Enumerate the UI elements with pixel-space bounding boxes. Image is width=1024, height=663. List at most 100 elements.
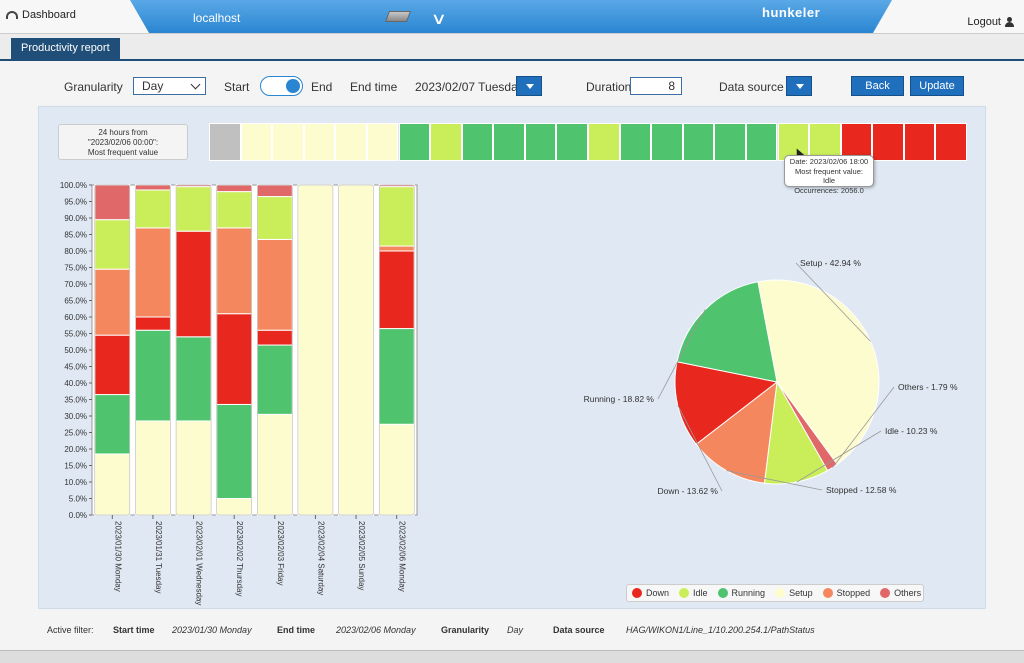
timeline-cell[interactable] xyxy=(556,123,588,161)
back-button[interactable]: Back xyxy=(851,76,904,96)
bar-segment[interactable] xyxy=(256,413,293,516)
bar-segment[interactable] xyxy=(256,196,293,240)
y-tick-label: 65.0% xyxy=(64,297,87,306)
start-end-toggle[interactable] xyxy=(260,76,303,96)
x-tick-label: 2023/01/31 Tuesday xyxy=(154,521,163,594)
gauge-icon xyxy=(6,11,18,19)
bar-segment[interactable] xyxy=(216,184,253,193)
tab-productivity-report[interactable]: Productivity report xyxy=(11,38,120,59)
bar-segment[interactable] xyxy=(378,250,415,330)
timeline-cell[interactable] xyxy=(714,123,746,161)
panel-toggle-icon[interactable] xyxy=(384,11,412,22)
logout-button[interactable]: Logout xyxy=(967,16,1014,28)
bar-segment[interactable] xyxy=(256,329,293,346)
legend-item[interactable]: Others xyxy=(880,588,921,598)
end-time-dropdown-button[interactable] xyxy=(516,76,542,96)
stacked-bar-chart: 0.0% 5.0% 10.0% 15.0% 20.0% 25.0% 30.0% 35.0% 40… xyxy=(60,181,418,605)
bar-segment[interactable] xyxy=(338,184,375,516)
bar-segment[interactable] xyxy=(134,420,171,516)
bar-segment[interactable] xyxy=(216,227,253,315)
x-tick-label: 2023/02/06 Monday xyxy=(398,521,407,592)
timeline-cell[interactable] xyxy=(430,123,462,161)
dashboard-tab[interactable]: Dashboard xyxy=(6,9,76,21)
timeline-cell[interactable] xyxy=(240,123,273,161)
bar-segment[interactable] xyxy=(216,403,253,499)
duration-label: Duration xyxy=(586,80,632,94)
pie-label: Others - 1.79 % xyxy=(898,382,958,392)
bar-segment[interactable] xyxy=(175,420,212,516)
y-tick-label: 30.0% xyxy=(64,412,87,421)
dashboard-label: Dashboard xyxy=(22,9,76,21)
bar-segment[interactable] xyxy=(256,238,293,331)
timeline-cell[interactable] xyxy=(461,123,494,161)
update-button[interactable]: Update xyxy=(910,76,964,96)
timeline-cell[interactable] xyxy=(303,123,336,161)
granularity-value: Day xyxy=(142,79,164,93)
x-tick-label: 2023/02/04 Saturday xyxy=(316,521,325,595)
legend-item[interactable]: Stopped xyxy=(822,588,870,598)
end-label: End xyxy=(311,80,333,94)
timeline-cell[interactable] xyxy=(745,123,778,161)
bar-segment[interactable] xyxy=(94,184,131,221)
bar-segment[interactable] xyxy=(378,186,415,247)
bar-segment[interactable] xyxy=(256,344,293,415)
bar-segment[interactable] xyxy=(216,498,253,516)
y-tick-label: 20.0% xyxy=(64,445,87,454)
pie-slice[interactable] xyxy=(695,380,778,484)
pie-label: Down - 13.62 % xyxy=(658,486,719,496)
legend-dot xyxy=(822,588,833,598)
bar-segment[interactable] xyxy=(94,268,131,336)
timeline-cell[interactable] xyxy=(335,123,367,161)
legend-item[interactable]: Setup xyxy=(775,588,813,598)
timeline-cell[interactable] xyxy=(682,123,715,161)
bar-segment[interactable] xyxy=(94,334,131,396)
bar-segment[interactable] xyxy=(256,184,293,198)
bar-segment[interactable] xyxy=(378,245,415,252)
footer-data-source-label: Data source xyxy=(553,625,605,635)
bar-segment[interactable] xyxy=(175,336,212,422)
granularity-select[interactable]: Day xyxy=(133,77,206,95)
timeline-cell[interactable] xyxy=(619,123,652,161)
bar-segment[interactable] xyxy=(134,184,171,191)
bar-segment[interactable] xyxy=(94,219,131,270)
info-line-1: 24 hours from xyxy=(98,128,148,137)
bar-segment[interactable] xyxy=(378,328,415,425)
chevron-down-icon[interactable]: ∨ xyxy=(430,11,448,28)
timeline-cell[interactable] xyxy=(651,123,683,161)
timeline-cell[interactable] xyxy=(588,123,620,161)
bar-segment[interactable] xyxy=(175,230,212,338)
timeline-cell[interactable] xyxy=(524,123,557,161)
brand-logo: hunkeler xyxy=(762,5,821,20)
timeline-cell[interactable] xyxy=(777,123,810,161)
timeline-cell[interactable] xyxy=(935,123,967,161)
bar-segment[interactable] xyxy=(134,189,171,229)
legend-item[interactable]: Running xyxy=(717,588,765,598)
bar-segment[interactable] xyxy=(134,227,171,318)
bar-segment[interactable] xyxy=(94,453,131,516)
legend-item[interactable]: Down xyxy=(632,588,669,598)
duration-input[interactable] xyxy=(630,77,682,95)
bar-segment[interactable] xyxy=(297,184,334,516)
bar-segment[interactable] xyxy=(216,191,253,229)
y-tick-label: 55.0% xyxy=(64,330,87,339)
bar-segment[interactable] xyxy=(134,329,171,422)
timeline-cell[interactable] xyxy=(840,123,873,161)
y-tick-label: 45.0% xyxy=(64,363,87,372)
timeline-cell[interactable] xyxy=(366,123,399,161)
timeline-cell[interactable] xyxy=(493,123,525,161)
bar-segment[interactable] xyxy=(94,394,131,455)
timeline-cell[interactable] xyxy=(872,123,904,161)
y-tick-label: 10.0% xyxy=(64,478,87,487)
bar-segment[interactable] xyxy=(134,316,171,331)
timeline-cell[interactable] xyxy=(272,123,304,161)
timeline-cell[interactable] xyxy=(398,123,431,161)
timeline-cell[interactable] xyxy=(903,123,936,161)
footer-granularity-value: Day xyxy=(507,625,524,635)
bar-segment[interactable] xyxy=(175,186,212,232)
pie-label: Stopped - 12.58 % xyxy=(826,485,897,495)
bar-segment[interactable] xyxy=(216,313,253,405)
bar-segment[interactable] xyxy=(378,423,415,516)
timeline-cell[interactable] xyxy=(209,123,241,161)
legend-item[interactable]: Idle xyxy=(679,588,708,598)
data-source-dropdown-button[interactable] xyxy=(786,76,812,96)
